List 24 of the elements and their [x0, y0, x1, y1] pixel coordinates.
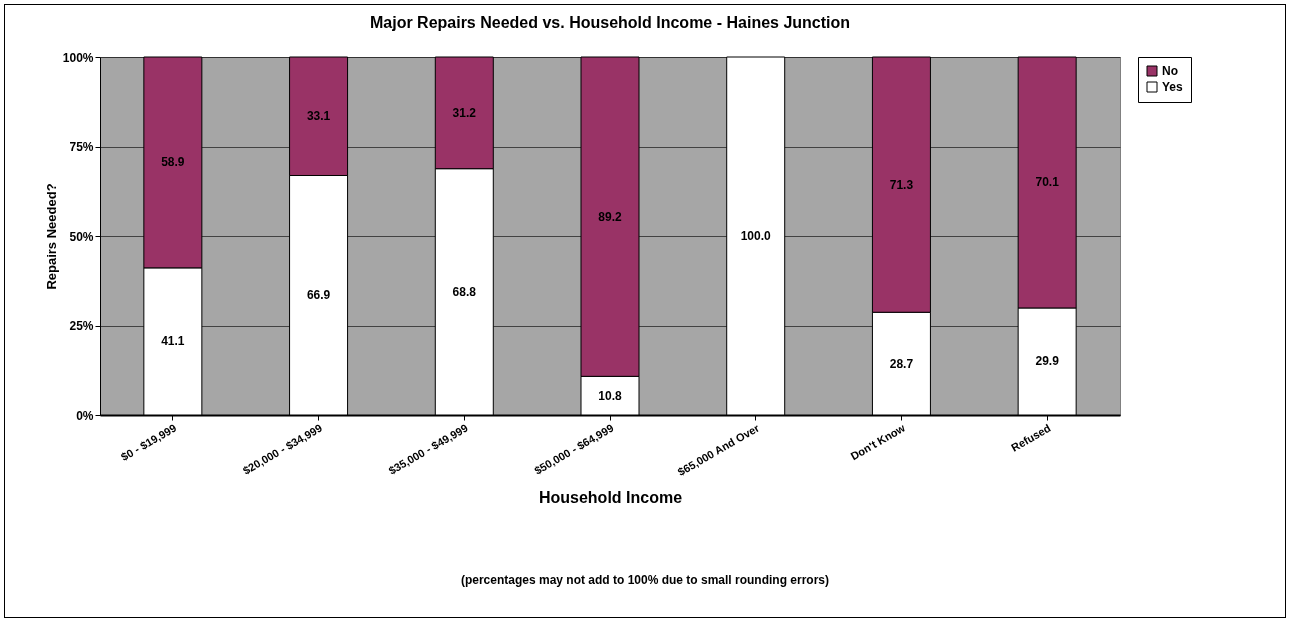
y-tick-label: 0%	[76, 408, 94, 423]
text: (percentages may not add to 100% due to small rounding errors)	[459, 573, 831, 587]
data-label: 71.3	[889, 177, 914, 192]
y-tick-label: 100%	[62, 50, 94, 65]
data-label: 31.2	[452, 105, 477, 120]
x-axis-title: Household Income	[538, 489, 683, 507]
y-tick-label: 75%	[69, 140, 94, 154]
data-label: 66.9	[306, 288, 331, 303]
data-label: 41.1	[161, 334, 185, 349]
data-label: 70.1	[1035, 175, 1060, 190]
y-axis-title: Repairs Needed?	[43, 183, 59, 290]
chart-title: Major Repairs Needed vs. Household Income - Haines Junction	[369, 14, 851, 31]
data-label: 58.9	[161, 155, 185, 170]
data-label: 29.9	[1035, 354, 1060, 369]
data-label: 68.8	[452, 284, 477, 299]
y-tick-label: 50%	[69, 229, 94, 244]
legend-label: Yes	[1162, 80, 1184, 94]
data-label: 28.7	[889, 356, 914, 371]
data-label: 33.1	[306, 109, 331, 124]
data-label: 10.8	[598, 388, 622, 403]
data-label: 100.0	[740, 229, 772, 243]
legend-label: No	[1162, 64, 1178, 78]
data-label: 89.2	[598, 209, 622, 224]
y-tick-label: 25%	[69, 319, 94, 333]
